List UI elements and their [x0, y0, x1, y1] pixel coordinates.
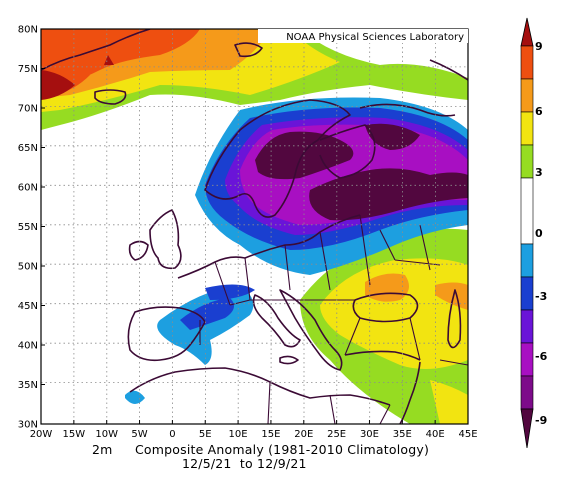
axis-tick-marks [40, 28, 469, 425]
lon-label: 25E [327, 429, 346, 440]
warm-anomaly-east-orange [365, 273, 468, 310]
lat-label: 55N [18, 222, 38, 233]
colorbar-band-4.5-to-6 [520, 78, 534, 113]
lon-label: 10W [95, 429, 118, 440]
colorbar-label-neg3: -3 [535, 290, 547, 303]
colorbar-label-neg9: -9 [535, 414, 547, 427]
colorbar-label-neg6: -6 [535, 350, 548, 363]
lon-label: 40E [426, 429, 445, 440]
caption-variable: 2m [92, 442, 113, 457]
lat-label: 35N [18, 380, 38, 391]
warm-anomaly-arctic-darkred [41, 55, 114, 100]
lon-label: 35E [393, 429, 412, 440]
colorbar-band-neg4.5-to-neg6 [520, 309, 534, 344]
colorbar-band-neg3-to-neg4.5 [520, 276, 534, 311]
lat-label: 75N [18, 64, 38, 75]
lat-label: 45N [18, 301, 38, 312]
colorbar-band-3-to-4.5 [520, 111, 534, 146]
lon-label: 45E [458, 429, 477, 440]
lon-label: 15W [63, 429, 86, 440]
caption-title: Composite Anomaly (1981-2010 Climatology… [135, 442, 430, 457]
credit-text: NOAA Physical Sciences Laboratory [286, 32, 464, 43]
longitude-labels: 20W 15W 10W 5W 0 5E 10E 15E 20E 25E 30E 35E 40E 45E [30, 429, 478, 440]
lat-label: 30N [18, 420, 38, 431]
colorbar-top-arrow [520, 17, 534, 47]
lon-label: 20E [294, 429, 313, 440]
warm-anomaly-arctic-red [41, 29, 200, 95]
colorbar: 9 6 3 0 -3 -6 -9 [520, 17, 548, 449]
colorbar-band-zero [520, 177, 534, 245]
caption-date-range: 12/5/21 to 12/9/21 [182, 456, 307, 471]
lat-label: 60N [18, 183, 38, 194]
colorbar-band-neg6-to-neg7.5 [520, 342, 534, 377]
lon-label: 5W [131, 429, 147, 440]
lon-label: 5E [199, 429, 212, 440]
lat-label: 50N [18, 262, 38, 273]
colorbar-label-0: 0 [535, 227, 543, 240]
lon-label: 15E [261, 429, 280, 440]
credit-box [258, 29, 468, 43]
lat-label: 40N [18, 341, 38, 352]
lon-label: 10E [229, 429, 248, 440]
lat-label: 80N [18, 25, 38, 36]
lat-label: 70N [18, 104, 38, 115]
lon-label: 30E [360, 429, 379, 440]
colorbar-band-1.5-to-3 [520, 144, 534, 179]
map-plot-area [41, 29, 468, 424]
colorbar-band-neg1.5-to-neg3 [520, 243, 534, 278]
colorbar-label-6: 6 [535, 105, 543, 118]
colorbar-bottom-arrow [520, 408, 534, 449]
colorbar-band-neg7.5-to-neg9 [520, 375, 534, 410]
lon-label: 20W [30, 429, 53, 440]
colorbar-label-3: 3 [535, 166, 543, 179]
colorbar-band-6-to-9 [520, 45, 534, 80]
lon-label: 0 [169, 429, 175, 440]
latitude-labels: 30N 35N 40N 45N 50N 55N 60N 65N 70N 75N 80N [18, 25, 38, 431]
lat-label: 65N [18, 143, 38, 154]
lat-lon-grid [41, 29, 468, 424]
coastlines [41, 29, 468, 424]
colorbar-label-9: 9 [535, 40, 543, 53]
